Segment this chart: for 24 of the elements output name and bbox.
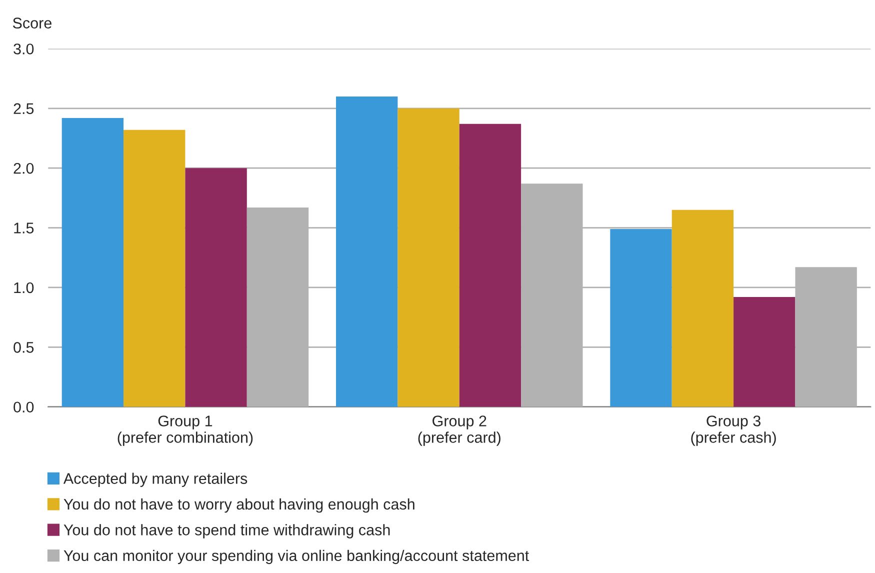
y-tick-label: 2.0 — [14, 162, 34, 174]
bar — [672, 210, 734, 407]
y-tick-label: 3.0 — [14, 44, 34, 54]
y-axis-title: Score — [12, 18, 52, 28]
bar — [610, 228, 672, 407]
bar — [734, 297, 796, 407]
legend-label: You do not have to spend time withdrawing cash — [64, 524, 390, 538]
x-tick-label: Group 3 (prefer cash) — [691, 416, 776, 446]
bar — [459, 124, 522, 407]
bar — [336, 96, 398, 407]
x-tick-label: Group 1 (prefer combination) — [118, 416, 253, 446]
legend-label: You do not have to worry about having enough cash — [64, 498, 414, 513]
bar — [62, 118, 124, 407]
bar — [124, 130, 186, 407]
legend-label: You can monitor your spending via online banking/account statement — [64, 550, 530, 564]
legend-label: Accepted by many retailers — [63, 472, 248, 487]
bar — [185, 168, 247, 407]
y-tick-label: 0.5 — [14, 342, 34, 353]
y-tick-label: 2.5 — [14, 103, 34, 114]
y-tick-label: 1.5 — [14, 222, 34, 234]
y-tick-label: 0.0 — [14, 402, 34, 413]
bar — [398, 108, 460, 407]
x-tick-label: Group 2 (prefer card) — [418, 416, 500, 446]
y-tick-label: 1.0 — [14, 282, 34, 294]
